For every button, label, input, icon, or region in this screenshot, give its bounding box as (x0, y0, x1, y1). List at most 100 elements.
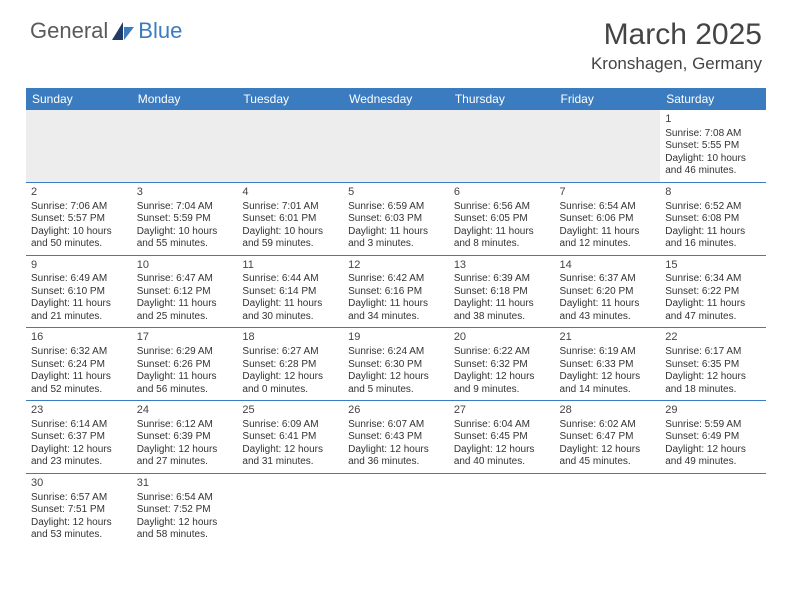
calendar-cell-blank (26, 110, 132, 182)
cell-sunset: Sunset: 6:49 PM (665, 431, 761, 444)
cell-sunrise: Sunrise: 6:19 AM (560, 346, 656, 359)
cell-daylight1: Daylight: 12 hours (348, 444, 444, 457)
cell-sunrise: Sunrise: 6:22 AM (454, 346, 550, 359)
cell-sunset: Sunset: 6:28 PM (242, 359, 338, 372)
cell-daylight2: and 14 minutes. (560, 384, 656, 397)
calendar-cell: 16Sunrise: 6:32 AMSunset: 6:24 PMDayligh… (26, 328, 132, 401)
cell-sunset: Sunset: 6:24 PM (31, 359, 127, 372)
cell-sunset: Sunset: 7:51 PM (31, 504, 127, 517)
cell-sunset: Sunset: 6:12 PM (137, 286, 233, 299)
calendar-cell: 21Sunrise: 6:19 AMSunset: 6:33 PMDayligh… (555, 328, 661, 401)
calendar-cell: 28Sunrise: 6:02 AMSunset: 6:47 PMDayligh… (555, 401, 661, 474)
cell-sunset: Sunset: 6:03 PM (348, 213, 444, 226)
day-number: 31 (137, 477, 233, 491)
cell-daylight2: and 8 minutes. (454, 238, 550, 251)
cell-daylight1: Daylight: 11 hours (665, 298, 761, 311)
cell-sunrise: Sunrise: 6:02 AM (560, 419, 656, 432)
day-number: 7 (560, 186, 656, 200)
day-number: 22 (665, 331, 761, 345)
calendar-cell: 26Sunrise: 6:07 AMSunset: 6:43 PMDayligh… (343, 401, 449, 474)
cell-daylight1: Daylight: 11 hours (560, 298, 656, 311)
cell-sunset: Sunset: 5:55 PM (665, 140, 761, 153)
day-number: 19 (348, 331, 444, 345)
calendar-cell-blank (237, 473, 343, 545)
cell-sunset: Sunset: 6:22 PM (665, 286, 761, 299)
cell-sunrise: Sunrise: 6:37 AM (560, 273, 656, 286)
cell-sunrise: Sunrise: 7:08 AM (665, 128, 761, 141)
cell-sunrise: Sunrise: 6:09 AM (242, 419, 338, 432)
day-number: 10 (137, 259, 233, 273)
cell-daylight2: and 46 minutes. (665, 165, 761, 178)
cell-sunrise: Sunrise: 6:32 AM (31, 346, 127, 359)
day-header: Sunday (26, 88, 132, 110)
logo-text-general: General (30, 18, 108, 44)
cell-sunset: Sunset: 6:43 PM (348, 431, 444, 444)
calendar-week: 23Sunrise: 6:14 AMSunset: 6:37 PMDayligh… (26, 401, 766, 474)
calendar-cell: 20Sunrise: 6:22 AMSunset: 6:32 PMDayligh… (449, 328, 555, 401)
day-number: 11 (242, 259, 338, 273)
cell-daylight1: Daylight: 12 hours (665, 444, 761, 457)
cell-daylight2: and 0 minutes. (242, 384, 338, 397)
day-number: 21 (560, 331, 656, 345)
cell-sunrise: Sunrise: 6:17 AM (665, 346, 761, 359)
day-number: 23 (31, 404, 127, 418)
cell-daylight2: and 5 minutes. (348, 384, 444, 397)
cell-sunset: Sunset: 6:05 PM (454, 213, 550, 226)
cell-sunrise: Sunrise: 6:14 AM (31, 419, 127, 432)
cell-sunset: Sunset: 5:59 PM (137, 213, 233, 226)
day-number: 4 (242, 186, 338, 200)
cell-sunrise: Sunrise: 6:47 AM (137, 273, 233, 286)
calendar-cell: 5Sunrise: 6:59 AMSunset: 6:03 PMDaylight… (343, 182, 449, 255)
day-number: 28 (560, 404, 656, 418)
cell-daylight2: and 56 minutes. (137, 384, 233, 397)
cell-sunset: Sunset: 6:30 PM (348, 359, 444, 372)
cell-sunset: Sunset: 6:45 PM (454, 431, 550, 444)
day-number: 24 (137, 404, 233, 418)
cell-daylight2: and 25 minutes. (137, 311, 233, 324)
cell-sunrise: Sunrise: 7:01 AM (242, 201, 338, 214)
cell-sunset: Sunset: 6:10 PM (31, 286, 127, 299)
day-number: 9 (31, 259, 127, 273)
day-number: 18 (242, 331, 338, 345)
calendar-week: 2Sunrise: 7:06 AMSunset: 5:57 PMDaylight… (26, 182, 766, 255)
cell-daylight1: Daylight: 10 hours (31, 226, 127, 239)
calendar-cell-blank (555, 473, 661, 545)
cell-sunset: Sunset: 6:39 PM (137, 431, 233, 444)
cell-daylight1: Daylight: 12 hours (454, 444, 550, 457)
cell-daylight2: and 55 minutes. (137, 238, 233, 251)
cell-daylight1: Daylight: 12 hours (242, 444, 338, 457)
day-header: Monday (132, 88, 238, 110)
cell-sunset: Sunset: 6:18 PM (454, 286, 550, 299)
cell-daylight2: and 52 minutes. (31, 384, 127, 397)
calendar-cell: 3Sunrise: 7:04 AMSunset: 5:59 PMDaylight… (132, 182, 238, 255)
day-number: 1 (665, 113, 761, 127)
cell-daylight1: Daylight: 12 hours (560, 444, 656, 457)
cell-sunrise: Sunrise: 6:04 AM (454, 419, 550, 432)
cell-daylight1: Daylight: 11 hours (137, 371, 233, 384)
cell-daylight1: Daylight: 11 hours (560, 226, 656, 239)
cell-sunrise: Sunrise: 6:56 AM (454, 201, 550, 214)
cell-sunrise: Sunrise: 6:34 AM (665, 273, 761, 286)
cell-sunset: Sunset: 6:14 PM (242, 286, 338, 299)
cell-daylight1: Daylight: 11 hours (454, 298, 550, 311)
cell-sunset: Sunset: 6:41 PM (242, 431, 338, 444)
day-number: 25 (242, 404, 338, 418)
cell-daylight1: Daylight: 12 hours (560, 371, 656, 384)
cell-daylight1: Daylight: 11 hours (137, 298, 233, 311)
cell-daylight1: Daylight: 11 hours (242, 298, 338, 311)
cell-sunset: Sunset: 6:33 PM (560, 359, 656, 372)
calendar-week: 16Sunrise: 6:32 AMSunset: 6:24 PMDayligh… (26, 328, 766, 401)
cell-daylight1: Daylight: 11 hours (348, 298, 444, 311)
calendar-cell: 22Sunrise: 6:17 AMSunset: 6:35 PMDayligh… (660, 328, 766, 401)
calendar-cell-blank (343, 110, 449, 182)
calendar-cell: 9Sunrise: 6:49 AMSunset: 6:10 PMDaylight… (26, 255, 132, 328)
day-number: 16 (31, 331, 127, 345)
cell-daylight1: Daylight: 11 hours (31, 371, 127, 384)
cell-daylight2: and 9 minutes. (454, 384, 550, 397)
day-number: 27 (454, 404, 550, 418)
title-block: March 2025 Kronshagen, Germany (591, 18, 762, 74)
calendar-cell: 19Sunrise: 6:24 AMSunset: 6:30 PMDayligh… (343, 328, 449, 401)
calendar-cell: 1Sunrise: 7:08 AMSunset: 5:55 PMDaylight… (660, 110, 766, 182)
day-number: 20 (454, 331, 550, 345)
calendar-cell-blank (132, 110, 238, 182)
